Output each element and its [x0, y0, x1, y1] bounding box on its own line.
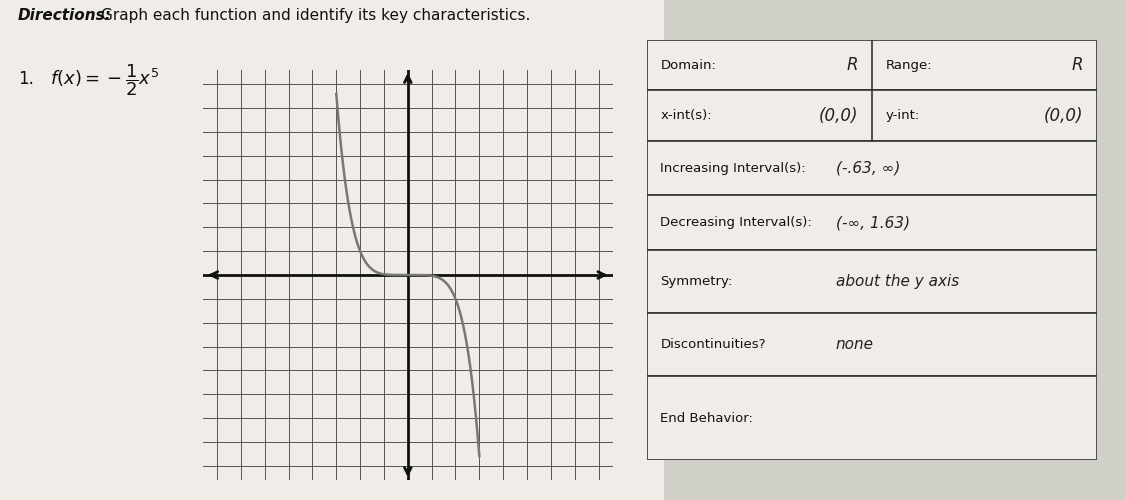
Text: Symmetry:: Symmetry:	[660, 275, 732, 288]
Text: Graph each function and identify its key characteristics.: Graph each function and identify its key…	[101, 8, 530, 23]
Bar	[647, 376, 1097, 460]
Text: x-int(s):: x-int(s):	[660, 109, 712, 122]
Text: 1.: 1.	[18, 70, 34, 88]
Text: Directions:: Directions:	[18, 8, 111, 23]
Text: $f(x) = -\dfrac{1}{2}x^5$: $f(x) = -\dfrac{1}{2}x^5$	[50, 62, 159, 98]
Bar	[647, 196, 1097, 250]
Text: Decreasing Interval(s):: Decreasing Interval(s):	[660, 216, 812, 229]
Text: (-.63, ∞): (-.63, ∞)	[836, 160, 900, 176]
Text: (0,0): (0,0)	[819, 106, 858, 124]
Text: Increasing Interval(s):: Increasing Interval(s):	[660, 162, 806, 174]
Text: Domain:: Domain:	[660, 58, 717, 71]
Bar	[647, 141, 1097, 196]
Bar	[647, 250, 1097, 313]
Text: Range:: Range:	[885, 58, 931, 71]
Bar	[647, 90, 1097, 141]
Text: (-∞, 1.63): (-∞, 1.63)	[836, 215, 910, 230]
Bar	[647, 40, 1097, 90]
FancyBboxPatch shape	[0, 0, 664, 500]
Text: End Behavior:: End Behavior:	[660, 412, 754, 424]
Text: Discontinuities?: Discontinuities?	[660, 338, 766, 351]
Text: R: R	[1072, 56, 1083, 74]
Bar	[647, 313, 1097, 376]
Text: R: R	[847, 56, 858, 74]
Text: none: none	[836, 337, 874, 352]
Text: about the y axis: about the y axis	[836, 274, 960, 289]
Text: (0,0): (0,0)	[1044, 106, 1083, 124]
Text: y-int:: y-int:	[885, 109, 919, 122]
